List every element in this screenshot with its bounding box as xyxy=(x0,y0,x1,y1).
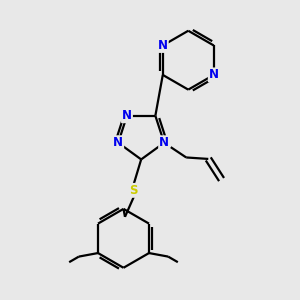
Text: N: N xyxy=(159,136,169,149)
Text: S: S xyxy=(130,184,138,197)
Text: N: N xyxy=(209,68,219,81)
Text: N: N xyxy=(113,136,123,149)
Text: N: N xyxy=(122,109,132,122)
Text: N: N xyxy=(158,39,168,52)
